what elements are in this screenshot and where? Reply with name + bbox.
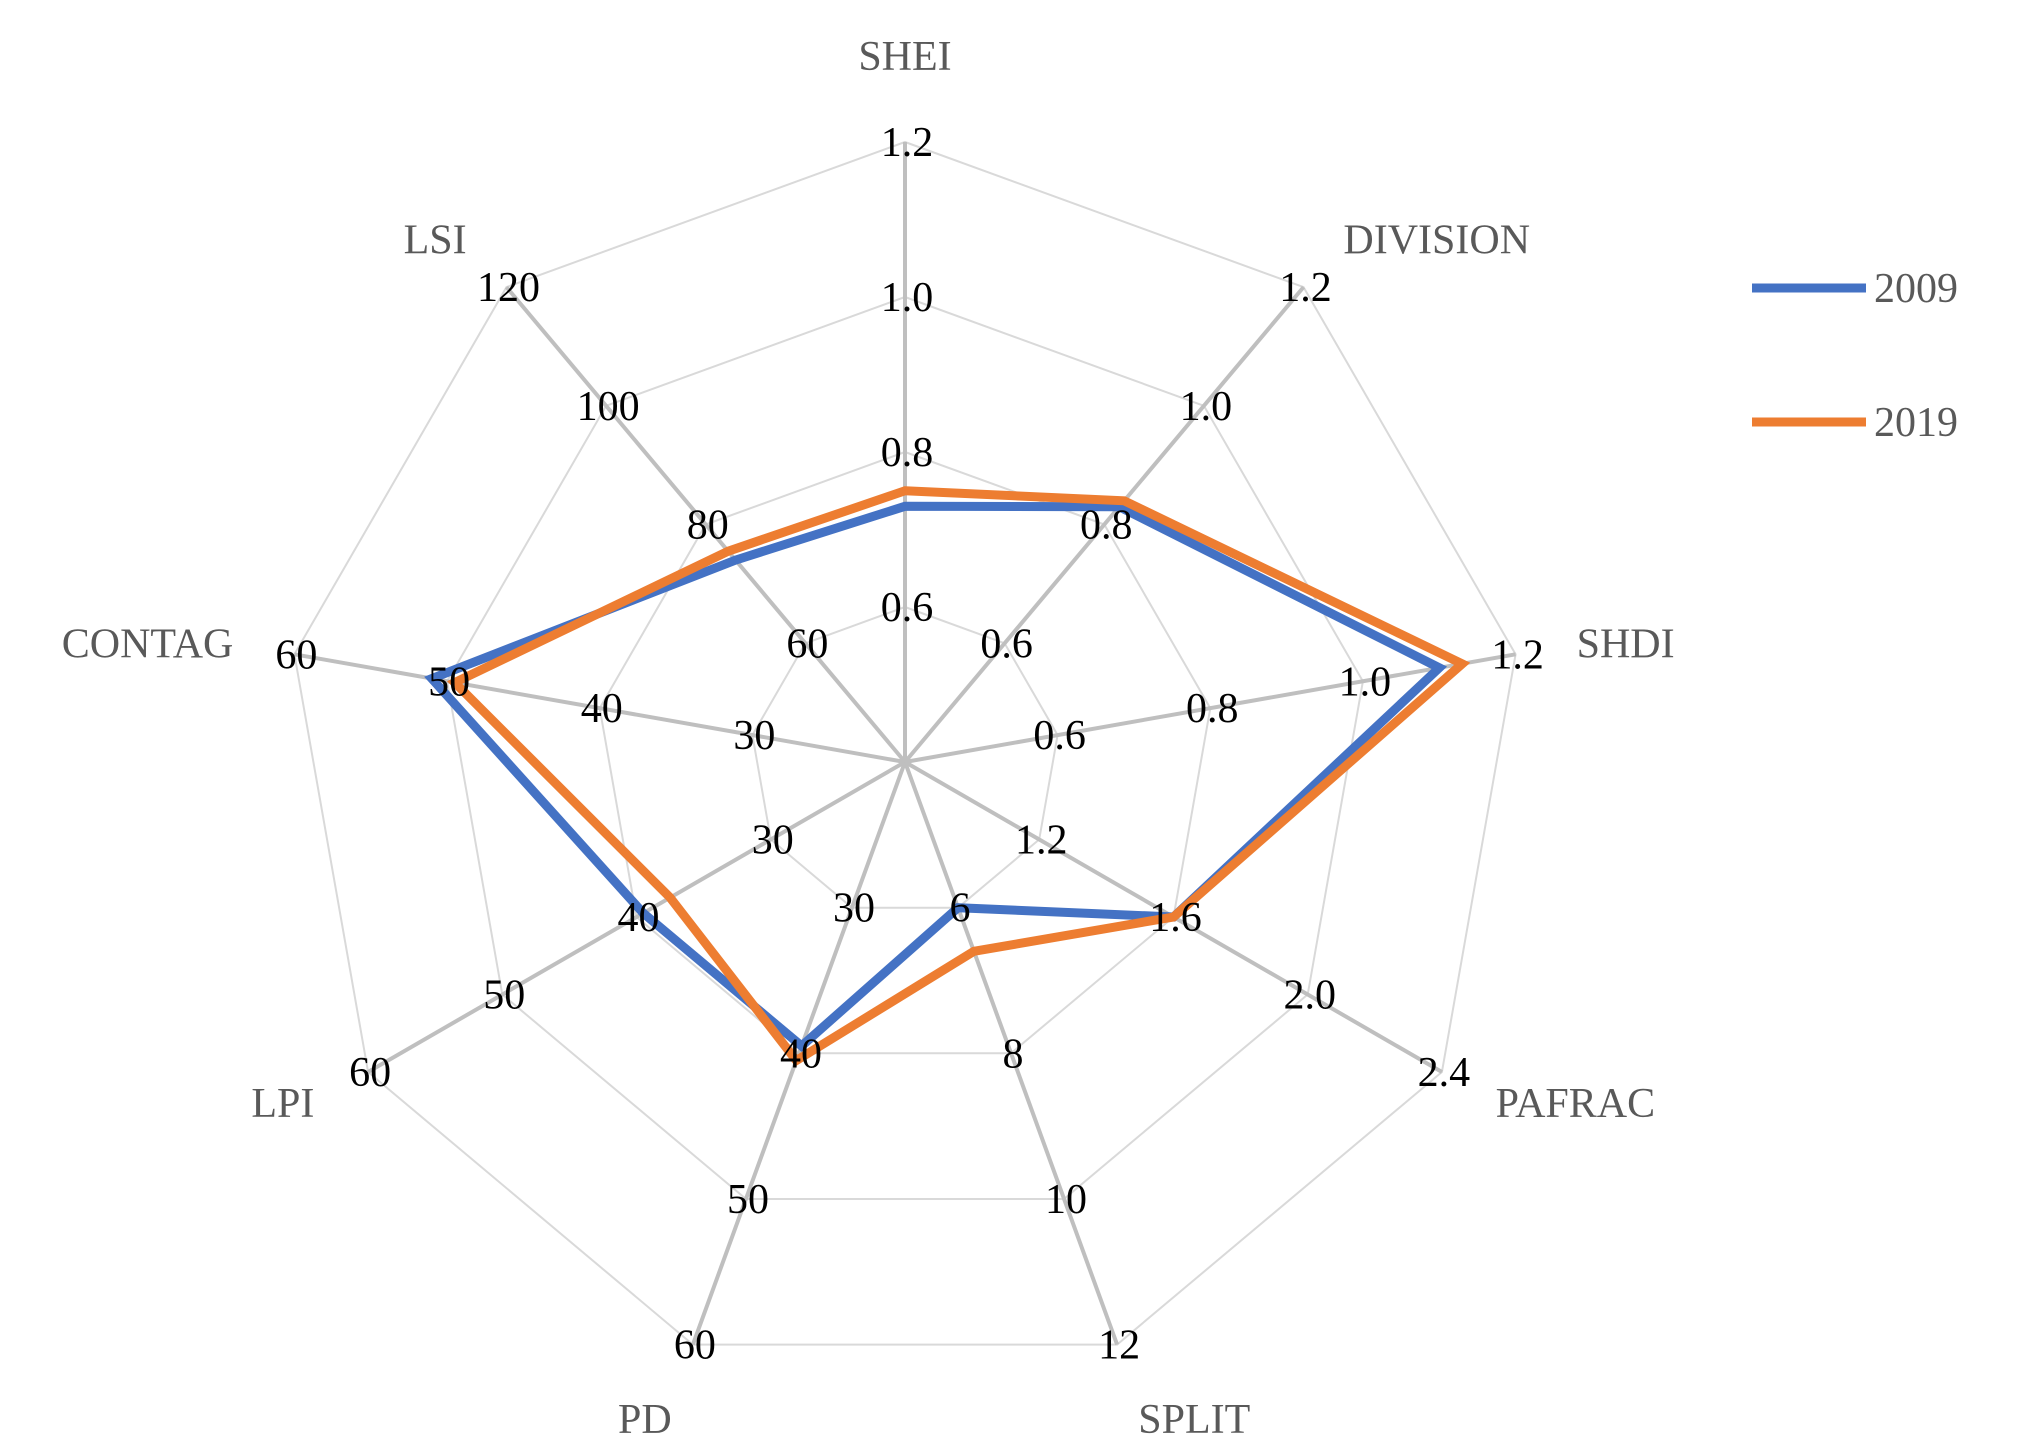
tick-label-lsi-2: 80 — [687, 503, 729, 549]
tick-label-split-3: 10 — [1045, 1177, 1087, 1223]
axis-line-pd — [691, 761, 907, 1346]
tick-label-shei-1: 0.6 — [881, 585, 934, 631]
tick-label-pafrac-2: 1.6 — [1149, 895, 1202, 941]
data-point-2009-split — [957, 906, 959, 909]
data-point-2019-lpi — [669, 896, 672, 899]
tick-label-split-2: 8 — [1003, 1031, 1024, 1077]
tick-label-lsi-1: 60 — [786, 621, 828, 667]
axis-title-split: SPLIT — [1138, 1397, 1250, 1443]
axis-title-shei: SHEI — [858, 34, 951, 80]
axis-line-contag — [294, 652, 906, 764]
data-point-2009-pd — [800, 1045, 803, 1047]
tick-label-contag-2: 40 — [581, 686, 623, 732]
axis-title-lsi: LSI — [404, 218, 467, 264]
axis-title-pafrac: PAFRAC — [1496, 1081, 1656, 1127]
data-point-2009-shdi — [1438, 666, 1441, 669]
legend-label-2019: 2019 — [1874, 400, 1958, 446]
tick-label-split-1: 6 — [950, 886, 971, 932]
tick-label-lpi-4: 60 — [349, 1050, 391, 1096]
tick-label-shei-2: 0.8 — [881, 430, 934, 476]
legend-label-2009: 2009 — [1874, 266, 1958, 312]
tick-label-division-2: 0.8 — [1080, 503, 1133, 549]
data-point-2009-contag — [430, 677, 433, 680]
radar-grid — [293, 140, 1517, 1346]
data-point-2019-pd — [795, 1059, 798, 1062]
tick-label-pafrac-3: 2.0 — [1283, 973, 1336, 1019]
tick-label-pd-3: 50 — [727, 1177, 769, 1223]
axis-line-division — [903, 285, 1306, 764]
data-point-2019-shdi — [1461, 662, 1464, 665]
tick-label-lsi-3: 100 — [577, 384, 640, 430]
tick-label-division-3: 1.0 — [1180, 384, 1233, 430]
axis-line-shdi — [904, 652, 1516, 764]
data-point-2019-pafrac — [1172, 916, 1175, 918]
series-line-2019 — [447, 486, 1471, 1067]
tick-label-contag-3: 50 — [428, 659, 470, 705]
tick-label-split-4: 12 — [1098, 1323, 1140, 1369]
axis-line-lpi — [367, 760, 907, 1074]
tick-label-lpi-3: 50 — [483, 973, 525, 1019]
axis-title-division: DIVISION — [1343, 218, 1530, 264]
series-line-2009 — [424, 501, 1448, 1052]
tick-label-division-1: 0.6 — [980, 621, 1033, 667]
tick-label-shdi-4: 1.2 — [1491, 632, 1544, 678]
axis-line-split — [903, 761, 1119, 1346]
tick-label-lpi-2: 40 — [618, 895, 660, 941]
tick-label-lpi-1: 30 — [752, 818, 794, 864]
data-point-2019-lsi — [727, 550, 730, 553]
data-point-2009-division — [1118, 505, 1121, 508]
tick-label-shei-3: 1.0 — [881, 275, 934, 321]
tick-label-shdi-1: 0.6 — [1033, 713, 1086, 759]
tick-label-pafrac-4: 2.4 — [1418, 1050, 1471, 1096]
radar-axes — [294, 142, 1516, 1346]
data-point-2019-split — [972, 950, 975, 953]
tick-label-pafrac-1: 1.2 — [1015, 818, 1068, 864]
radar-axis-titles: SHEI DIVISION SHDI PAFRAC SPLIT PD LPI CONTAG LS… — [62, 34, 1675, 1443]
tick-label-contag-4: 60 — [275, 632, 317, 678]
axis-title-lpi: LPI — [251, 1081, 314, 1127]
grid-ring-4 — [293, 140, 1517, 1346]
axis-title-contag: CONTAG — [62, 622, 234, 668]
axis-line-lsi — [504, 285, 907, 764]
tick-label-pd-1: 30 — [833, 886, 875, 932]
data-point-2009-lpi — [642, 912, 645, 915]
data-point-2019-division — [1123, 499, 1126, 502]
data-point-2009-lsi — [734, 559, 737, 562]
tick-label-division-4: 1.2 — [1279, 265, 1332, 311]
data-point-2019-shei — [904, 489, 906, 492]
tick-label-shei-4: 1.2 — [881, 120, 934, 166]
axis-title-pd: PD — [618, 1397, 672, 1443]
legend: 2009 2019 — [1752, 266, 1958, 446]
tick-label-pd-4: 60 — [674, 1323, 716, 1369]
radar-tick-labels: 0.6 0.8 1.0 1.2 0.6 0.8 1.0 1.2 0.6 0.8 1.0 1.2 1.2 1… — [275, 120, 1543, 1369]
radar-series — [424, 486, 1471, 1067]
grid-ring-3 — [446, 295, 1364, 1200]
grid-ring-1 — [751, 605, 1059, 909]
tick-label-lsi-4: 120 — [477, 265, 540, 311]
grid-ring-2 — [598, 450, 1212, 1055]
data-point-2019-contag — [453, 681, 456, 684]
tick-label-pd-2: 40 — [780, 1031, 822, 1077]
data-point-2009-shei — [904, 505, 906, 508]
tick-label-shdi-3: 1.0 — [1339, 659, 1392, 705]
axis-title-shdi: SHDI — [1577, 622, 1675, 668]
tick-label-contag-1: 30 — [733, 713, 775, 759]
tick-label-shdi-2: 0.8 — [1186, 686, 1239, 732]
